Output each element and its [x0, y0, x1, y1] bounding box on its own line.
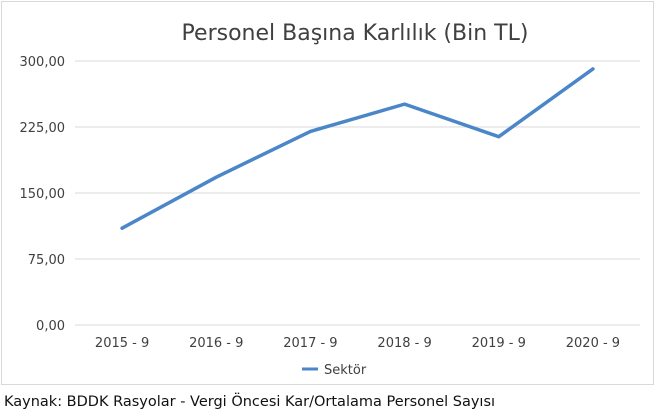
legend-label-sektor: Sektör: [324, 363, 367, 378]
data-point: [214, 175, 218, 179]
y-tick-label: 300,00: [20, 55, 66, 70]
data-point: [591, 67, 595, 71]
y-axis-ticks: 0,00 75,00 150,00 225,00 300,00: [20, 55, 66, 334]
x-axis-ticks: 2015 - 9 2016 - 9 2017 - 9 2018 - 9 2019 - 9…: [95, 336, 620, 351]
x-tick-label: 2019 - 9: [472, 336, 526, 351]
data-point: [497, 135, 501, 139]
x-tick-label: 2016 - 9: [189, 336, 243, 351]
y-tick-label: 75,00: [28, 253, 65, 268]
y-tick-label: 150,00: [20, 187, 66, 202]
y-tick-label: 225,00: [20, 121, 66, 136]
data-point: [308, 129, 312, 133]
data-point: [120, 226, 124, 230]
y-tick-label: 0,00: [36, 319, 65, 334]
legend: Sektör: [302, 363, 367, 378]
x-tick-label: 2015 - 9: [95, 336, 149, 351]
gridlines: [75, 60, 640, 326]
series-group: [120, 67, 595, 230]
x-tick-label: 2020 - 9: [566, 336, 620, 351]
series-line-sektor: [120, 67, 595, 230]
chart-title: Personel Başına Karlılık (Bin TL): [182, 21, 529, 46]
source-note: Kaynak: BDDK Rasyolar - Vergi Öncesi Kar…: [4, 394, 496, 410]
data-point: [403, 102, 407, 106]
x-tick-label: 2018 - 9: [377, 336, 431, 351]
x-tick-label: 2017 - 9: [283, 336, 337, 351]
